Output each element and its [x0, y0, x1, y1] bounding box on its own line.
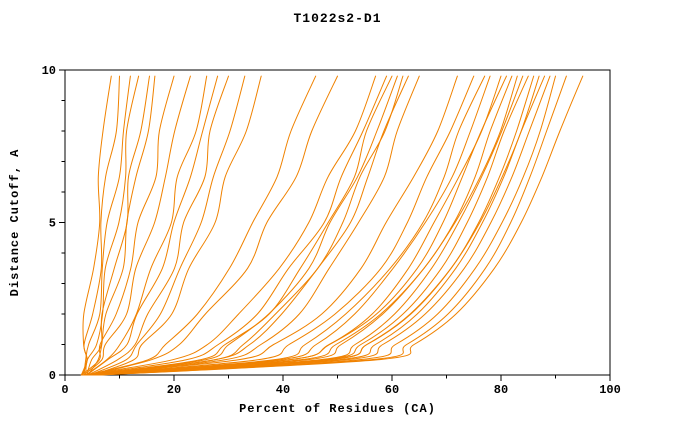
- curve: [87, 75, 229, 376]
- curve: [85, 75, 208, 376]
- curve: [97, 75, 556, 376]
- curve: [86, 75, 150, 376]
- chart-title: T1022s2-D1: [293, 11, 381, 26]
- curve: [89, 75, 518, 376]
- curve: [96, 75, 551, 376]
- x-tick-label: 80: [494, 383, 508, 397]
- curve: [89, 75, 404, 376]
- curve: [87, 75, 507, 376]
- curve: [87, 75, 156, 376]
- x-tick-label: 60: [385, 383, 399, 397]
- curve: [92, 75, 420, 376]
- curve: [91, 75, 409, 376]
- x-tick-label: 100: [599, 383, 621, 397]
- y-axis-label: Distance Cutoff, A: [8, 149, 22, 297]
- x-tick-label: 20: [167, 383, 181, 397]
- curve: [92, 75, 535, 376]
- curve-series: [80, 75, 584, 376]
- curve: [85, 75, 491, 376]
- axis-tick-labels: 0 20 40 60 80 100 0 5 10: [42, 64, 621, 397]
- curve: [89, 75, 338, 376]
- curve: [86, 75, 393, 376]
- x-tick-label: 0: [61, 383, 68, 397]
- curve: [86, 75, 317, 376]
- curve: [83, 75, 486, 376]
- curve: [87, 75, 398, 376]
- curve: [80, 75, 458, 376]
- curve: [83, 75, 131, 376]
- y-tick-label: 10: [42, 64, 56, 78]
- curve: [91, 75, 262, 376]
- x-tick-label: 40: [276, 383, 290, 397]
- curve: [99, 75, 584, 376]
- axis-ticks: [59, 69, 611, 381]
- curve: [83, 75, 191, 376]
- curve: [81, 75, 120, 376]
- y-tick-label: 0: [49, 369, 56, 383]
- curve: [85, 75, 140, 376]
- curve: [88, 75, 513, 376]
- curve: [83, 75, 377, 376]
- curve: [85, 75, 388, 376]
- y-tick-label: 5: [49, 217, 56, 231]
- x-axis-label: Percent of Residues (CA): [239, 402, 436, 416]
- curve: [80, 75, 175, 376]
- curve: [98, 75, 567, 376]
- curve: [86, 75, 219, 376]
- curve: [81, 75, 475, 376]
- curve: [89, 75, 246, 376]
